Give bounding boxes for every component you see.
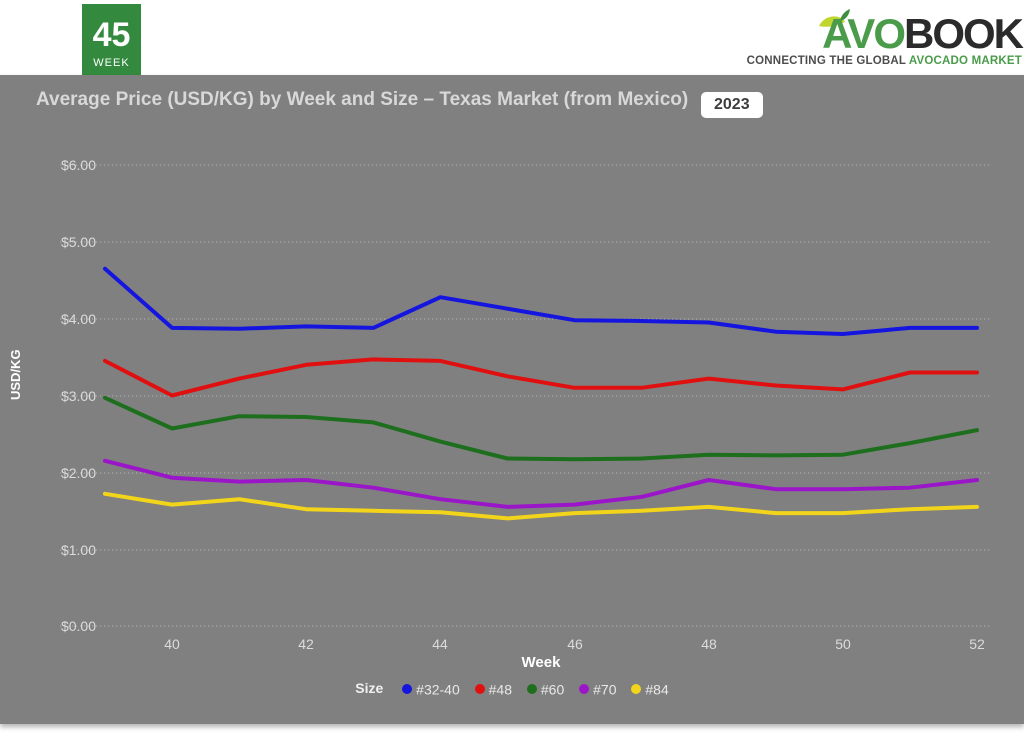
svg-text:$6.00: $6.00 — [61, 157, 96, 173]
svg-text:46: 46 — [567, 636, 583, 652]
svg-text:40: 40 — [164, 636, 180, 652]
svg-text:42: 42 — [298, 636, 314, 652]
svg-text:$2.00: $2.00 — [61, 465, 96, 481]
svg-text:$0.00: $0.00 — [61, 618, 96, 634]
svg-text:$5.00: $5.00 — [61, 234, 96, 250]
svg-text:$4.00: $4.00 — [61, 311, 96, 327]
svg-text:50: 50 — [835, 636, 851, 652]
svg-text:52: 52 — [969, 636, 985, 652]
svg-text:48: 48 — [701, 636, 717, 652]
svg-text:$3.00: $3.00 — [61, 388, 96, 404]
svg-text:44: 44 — [432, 636, 448, 652]
svg-text:$1.00: $1.00 — [61, 542, 96, 558]
